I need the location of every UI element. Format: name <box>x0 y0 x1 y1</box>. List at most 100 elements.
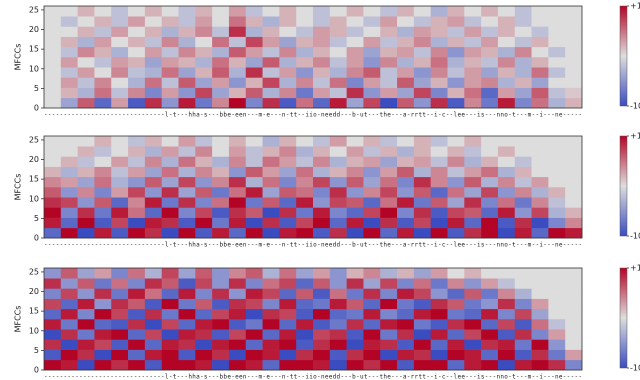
heat-cell <box>464 278 482 289</box>
heat-cell <box>363 16 381 27</box>
heat-cell <box>44 187 62 198</box>
heat-cell <box>94 227 112 239</box>
heat-cell <box>329 278 347 289</box>
heat-cell <box>531 6 549 17</box>
heat-cell <box>44 77 62 88</box>
heat-cell <box>279 156 297 167</box>
heat-cell <box>464 26 482 37</box>
heat-cell <box>481 87 499 99</box>
heat-cell <box>228 339 247 350</box>
heat-cell <box>212 288 230 299</box>
heat-cell <box>413 166 431 178</box>
heat-cell <box>144 166 162 178</box>
heat-cell <box>497 26 516 37</box>
heat-cell <box>245 268 263 279</box>
heat-cell <box>430 339 448 350</box>
heat-cell <box>548 36 566 48</box>
heat-cell <box>195 87 213 99</box>
heat-cell <box>413 349 431 361</box>
heat-cell <box>296 67 314 78</box>
heat-cell <box>111 97 129 109</box>
heat-cell <box>60 268 78 279</box>
heat-cell <box>212 136 230 147</box>
heat-cell <box>548 156 566 167</box>
heat-cell <box>178 136 196 147</box>
heat-cell <box>363 57 381 68</box>
heat-cell <box>413 97 431 109</box>
heat-cell <box>531 77 549 88</box>
heat-cell <box>565 87 583 99</box>
heat-cell <box>497 329 516 340</box>
heat-cell <box>262 57 280 68</box>
heat-cell <box>548 166 566 178</box>
heat-cell <box>77 146 95 157</box>
heat-cell <box>329 87 347 99</box>
heat-cell <box>44 288 62 299</box>
heat-cell <box>363 349 381 361</box>
heat-cell <box>245 46 263 58</box>
heat-cell <box>313 146 331 157</box>
heat-cell <box>430 288 448 299</box>
heat-cell <box>514 349 532 361</box>
y-tick-label: 25 <box>29 267 39 276</box>
heat-cell <box>497 359 516 371</box>
heat-cell <box>245 57 263 68</box>
heat-cell <box>531 36 549 48</box>
heat-cell <box>514 97 532 109</box>
heat-cell <box>128 26 146 37</box>
heat-cell <box>60 339 78 350</box>
heat-cell <box>565 16 583 27</box>
heat-cell <box>77 319 95 330</box>
heat-cell <box>313 67 331 78</box>
heat-cell <box>397 16 415 27</box>
heat-cell <box>380 278 398 289</box>
y-tick-label: 0 <box>34 234 39 243</box>
heat-cell <box>296 339 314 350</box>
heat-cell <box>380 359 398 371</box>
heat-cell <box>397 26 415 37</box>
heat-cell <box>279 146 297 157</box>
heat-cell <box>94 176 112 188</box>
heat-cell <box>413 57 431 68</box>
heat-cell <box>346 308 364 320</box>
heat-cell <box>161 6 179 17</box>
heat-cell <box>111 217 129 229</box>
heat-cell <box>178 26 196 37</box>
heat-cell <box>497 36 516 48</box>
heat-cell <box>497 288 516 299</box>
heat-cell <box>296 268 314 279</box>
heat-cell <box>565 136 583 147</box>
heat-cell <box>262 227 280 239</box>
heat-cell <box>128 97 146 109</box>
y-axis-label: MFCCs <box>14 306 23 333</box>
heat-cell <box>531 339 549 350</box>
heat-cell <box>77 268 95 279</box>
heat-cell <box>313 298 331 310</box>
heat-cell <box>397 57 415 68</box>
x-tick-labels: -------------------------------l-t---hha… <box>44 374 582 380</box>
heat-cell <box>195 67 213 78</box>
heat-cell <box>279 268 297 279</box>
heat-cell <box>195 146 213 157</box>
heat-cell <box>565 166 583 178</box>
heat-cell <box>144 217 162 229</box>
heat-cell <box>195 97 213 109</box>
heat-cell <box>380 156 398 167</box>
heat-cell <box>329 207 347 218</box>
heat-cell <box>178 77 196 88</box>
heat-cell <box>77 308 95 320</box>
heat-cell <box>296 87 314 99</box>
heat-cell <box>413 67 431 78</box>
heat-cell <box>464 67 482 78</box>
heat-cell <box>144 339 162 350</box>
heat-cell <box>128 329 146 340</box>
heat-cell <box>178 268 196 279</box>
heat-cell <box>447 16 465 27</box>
heat-cell <box>195 329 213 340</box>
heat-cell <box>44 329 62 340</box>
heat-cell <box>514 36 532 48</box>
heat-cell <box>380 319 398 330</box>
heat-cell <box>346 319 364 330</box>
heat-cell <box>565 308 583 320</box>
heat-cell <box>531 298 549 310</box>
